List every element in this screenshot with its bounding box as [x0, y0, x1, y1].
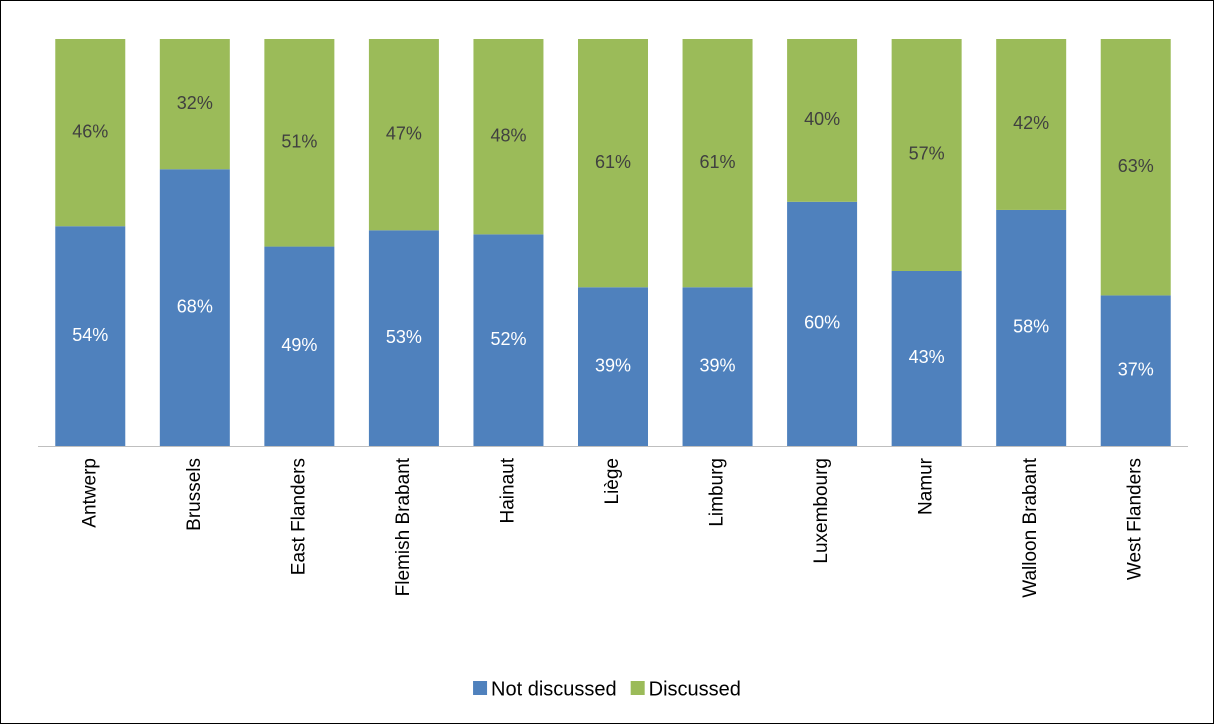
bar-segment	[1100, 295, 1171, 446]
value-label: 51%	[281, 132, 317, 152]
bar-segment	[578, 287, 648, 446]
x-tick-label: West Flanders	[1125, 458, 1146, 580]
bar-segment	[159, 169, 230, 447]
x-tick-label: Brussels	[184, 458, 205, 531]
bar-segment	[682, 287, 753, 446]
bar-segment	[264, 246, 335, 446]
value-label: 46%	[72, 121, 108, 141]
legend-swatch	[630, 681, 645, 695]
legend-label: Not discussed	[491, 678, 617, 700]
value-label: 68%	[177, 296, 213, 316]
x-tick-label: Walloon Brabant	[1020, 457, 1041, 597]
x-tick-label: Namur	[916, 457, 937, 515]
bar-segment	[55, 226, 126, 446]
value-label: 54%	[72, 325, 108, 345]
value-label: 58%	[1013, 317, 1049, 337]
x-tick-label: Antwerp	[79, 458, 100, 528]
legend-swatch	[473, 681, 488, 695]
x-tick-label: Limburg	[707, 458, 728, 527]
bar-segment	[787, 39, 858, 202]
value-label: 39%	[700, 355, 736, 375]
bar-segment	[55, 39, 126, 227]
bar-segment	[368, 39, 439, 231]
x-tick-label: Liège	[602, 458, 623, 505]
value-label: 61%	[595, 152, 631, 172]
legend-label: Discussed	[649, 678, 741, 700]
bar-segment	[1100, 39, 1171, 296]
value-label: 40%	[804, 109, 840, 129]
value-label: 32%	[177, 93, 213, 113]
bar-segment	[996, 209, 1067, 446]
value-label: 43%	[909, 347, 945, 367]
bar-segment	[996, 39, 1067, 210]
value-label: 60%	[804, 313, 840, 333]
value-label: 39%	[595, 355, 631, 375]
x-tick-label: Hainaut	[497, 457, 518, 523]
x-tick-label: Luxembourg	[811, 458, 832, 564]
bar-segment	[473, 39, 544, 235]
bar-segment	[682, 39, 753, 288]
bar-segment	[264, 39, 335, 247]
value-label: 49%	[281, 335, 317, 355]
bar-segment	[578, 39, 648, 288]
value-label: 57%	[909, 144, 945, 164]
value-label: 52%	[490, 329, 526, 349]
bar-segment	[368, 230, 439, 446]
bar-segment	[787, 201, 858, 446]
value-label: 47%	[386, 123, 422, 143]
x-tick-label: Flemish Brabant	[393, 457, 414, 596]
value-label: 61%	[700, 152, 736, 172]
x-tick-label: East Flanders	[288, 458, 309, 575]
bar-segment	[159, 39, 230, 170]
bar-segment	[891, 39, 962, 271]
bar-segment	[891, 270, 962, 446]
value-label: 42%	[1013, 113, 1049, 133]
value-label: 37%	[1118, 359, 1154, 379]
bar-segment	[473, 234, 544, 446]
value-label: 63%	[1118, 156, 1154, 176]
value-label: 53%	[386, 327, 422, 347]
value-label: 48%	[490, 125, 526, 145]
